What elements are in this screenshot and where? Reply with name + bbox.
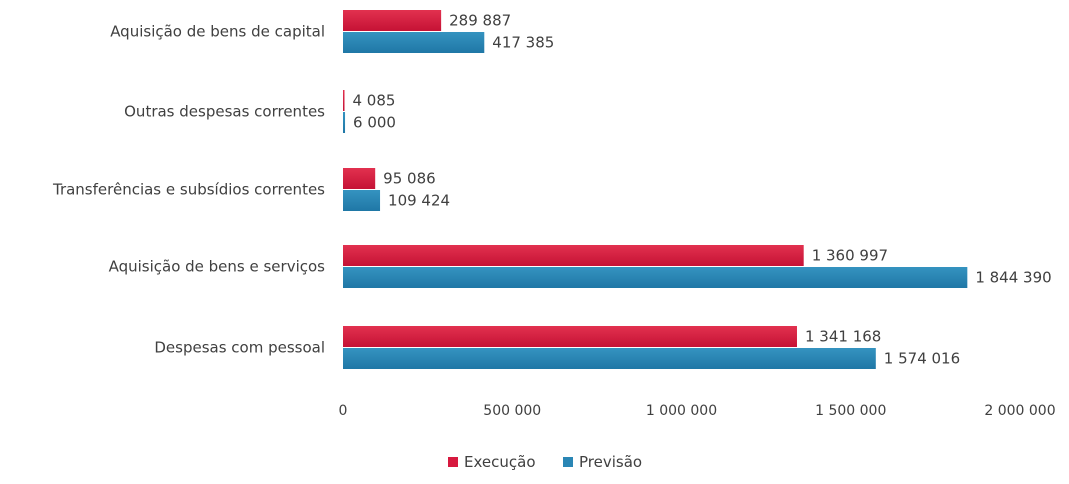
data-label: 1 341 168 (805, 328, 881, 346)
data-label: 417 385 (492, 34, 554, 52)
x-tick-label: 1 000 000 (646, 403, 717, 419)
x-tick-label: 500 000 (483, 403, 541, 419)
bar-execucao (343, 168, 376, 189)
category-label: Aquisição de bens de capital (110, 23, 325, 41)
legend-swatch (563, 457, 573, 467)
category-label: Aquisição de bens e serviços (109, 258, 326, 276)
data-label: 6 000 (353, 114, 396, 132)
x-tick-label: 0 (339, 403, 348, 419)
data-label: 289 887 (449, 12, 511, 30)
bar-previsao (343, 348, 876, 369)
legend-label: Previsão (579, 453, 642, 471)
legend: Execução Previsão (448, 453, 642, 471)
data-label: 1 574 016 (884, 350, 960, 368)
bar-previsao (343, 267, 968, 288)
category-label: Despesas com pessoal (154, 339, 325, 357)
data-label: 95 086 (383, 170, 436, 188)
data-label: 1 844 390 (975, 269, 1051, 287)
bar-execucao (343, 90, 345, 111)
bar-execucao (343, 326, 797, 347)
bars-layer (343, 10, 968, 369)
data-label: 109 424 (388, 192, 450, 210)
x-axis-tick-labels: 0 500 000 1 000 000 1 500 000 2 000 000 (339, 403, 1056, 419)
category-label: Transferências e subsídios correntes (52, 181, 325, 199)
bar-execucao (343, 245, 804, 266)
category-label: Outras despesas correntes (124, 103, 325, 121)
legend-swatch (448, 457, 458, 467)
data-label: 4 085 (353, 92, 396, 110)
x-tick-label: 1 500 000 (815, 403, 886, 419)
bar-previsao (343, 112, 346, 133)
data-label: 1 360 997 (812, 247, 888, 265)
category-labels: Aquisição de bens de capital Outras despe… (52, 23, 325, 357)
bar-execucao (343, 10, 442, 31)
bar-previsao (343, 190, 381, 211)
legend-label: Execução (464, 453, 536, 471)
x-tick-label: 2 000 000 (984, 403, 1055, 419)
bar-previsao (343, 32, 485, 53)
data-labels: 289 887 417 385 4 085 6 000 95 086 109 424 1 3… (353, 12, 1052, 368)
